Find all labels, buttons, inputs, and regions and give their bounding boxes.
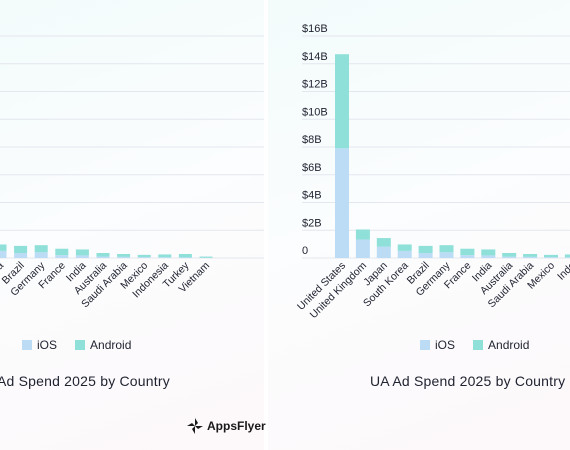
bar-android — [418, 245, 433, 254]
legend-label-android: Android — [90, 338, 132, 352]
left-legend: iOS Android — [22, 338, 149, 352]
logo-text: AppsFlyer — [207, 419, 266, 433]
legend-label-android: Android — [488, 338, 530, 352]
legend-swatch-ios — [22, 340, 32, 350]
bar-ios — [335, 148, 349, 258]
bar-ios — [0, 250, 7, 258]
bar-android — [439, 245, 454, 253]
y-tick-label: $14B — [302, 51, 328, 63]
bar-ios — [376, 246, 391, 258]
bar-android — [544, 254, 558, 258]
bar-android — [355, 229, 370, 240]
bar-ios — [158, 257, 172, 258]
bar-android — [376, 238, 391, 247]
bar-android — [335, 54, 349, 149]
bar-android — [199, 256, 213, 258]
bar-android — [117, 254, 131, 257]
left-chart-panel — [0, 0, 264, 450]
legend-label-ios: iOS — [37, 338, 58, 352]
bar-ios — [564, 257, 570, 258]
bar-ios — [460, 255, 475, 258]
bar-android — [75, 249, 89, 256]
bar-android — [14, 245, 28, 254]
right-chart-panel — [268, 0, 570, 450]
bar-ios — [523, 256, 538, 258]
legend-entry-android: Android — [473, 338, 529, 352]
bar-android — [178, 254, 192, 258]
bar-android — [564, 254, 570, 258]
bar-ios — [14, 253, 28, 258]
appsflyer-logo-icon — [187, 418, 203, 434]
bar-ios — [55, 255, 69, 258]
y-tick-label: $2B — [302, 217, 322, 229]
bar-android — [0, 244, 7, 251]
legend-swatch-ios — [420, 340, 430, 350]
y-tick-label: $12B — [302, 79, 328, 91]
right-legend: iOS Android — [420, 338, 547, 352]
y-tick-label: 0 — [302, 245, 308, 257]
bar-ios — [117, 256, 131, 258]
bar-ios — [544, 257, 558, 258]
bar-android — [502, 253, 517, 257]
y-tick-label: $10B — [302, 106, 328, 118]
bar-ios — [75, 255, 89, 258]
bar-android — [34, 245, 48, 253]
panel-divider — [264, 0, 268, 450]
bar-android — [481, 249, 496, 256]
bar-ios — [355, 239, 370, 258]
bar-ios — [502, 256, 517, 258]
legend-entry-android: Android — [75, 338, 131, 352]
bar-ios — [397, 250, 412, 258]
bar-ios — [96, 256, 110, 258]
left-chart-title: Ad Spend 2025 by Country — [0, 373, 170, 389]
legend-swatch-android — [75, 340, 86, 350]
legend-entry-ios: iOS — [420, 338, 455, 352]
bar-android — [137, 254, 151, 258]
bar-ios — [178, 257, 192, 258]
appsflyer-logo: AppsFlyer — [186, 417, 266, 435]
legend-swatch-android — [473, 340, 484, 350]
bar-ios — [137, 257, 151, 258]
bar-android — [96, 253, 110, 257]
y-tick-label: $4B — [302, 190, 322, 202]
bar-android — [397, 244, 412, 251]
x-tick-label: Indo — [555, 260, 570, 283]
bar-android — [523, 254, 538, 257]
y-tick-label: $8B — [302, 134, 322, 146]
y-tick-label: $16B — [302, 23, 328, 35]
bar-ios — [439, 252, 454, 258]
bar-ios — [418, 253, 433, 258]
legend-entry-ios: iOS — [22, 338, 57, 352]
bar-android — [460, 248, 475, 256]
y-tick-label: $6B — [302, 162, 322, 174]
legend-label-ios: iOS — [435, 338, 456, 352]
bar-ios — [481, 255, 496, 258]
bar-android — [55, 248, 69, 256]
right-chart-title: UA Ad Spend 2025 by Country — [370, 373, 566, 389]
bar-ios — [34, 252, 48, 258]
bar-android — [158, 254, 172, 258]
